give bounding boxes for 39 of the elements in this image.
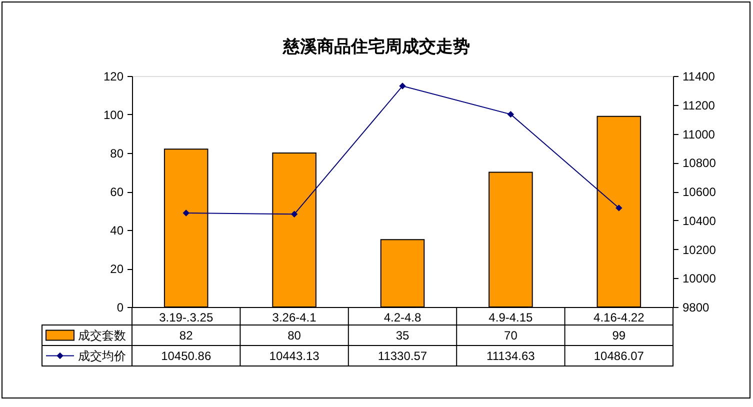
y2-tick-label: 10600 [682,185,716,199]
y-tick-label: 0 [116,300,124,314]
x-tick-label: 4.2-4.8 [384,310,422,324]
data-label: 35 [396,328,410,342]
data-label: 11330.57 [378,348,428,363]
data-label: 10443.13 [269,348,320,363]
data-label: 10486.07 [594,348,644,363]
chart-title: 慈溪商品住宅周成交走势 [282,37,470,56]
y2-tick-label: 10200 [682,242,716,257]
data-label: 82 [179,328,194,342]
point [507,110,514,118]
y2-tick-label: 11000 [682,127,716,142]
y2-tick-label: 10800 [682,156,716,170]
data-label: 99 [612,328,626,342]
data-label: 70 [504,328,518,342]
y-tick-label: 40 [110,224,124,238]
y-tick-label: 120 [103,70,124,84]
point [616,204,622,212]
x-tick-label: 3.19-.3.25 [159,310,214,324]
y2-tick-label: 10400 [682,214,716,228]
y-tick-label: 80 [110,146,124,160]
y2-tick-label: 11400 [682,70,716,84]
legend-label: 成交均价 [78,348,126,363]
data-label: 11134.63 [486,348,536,363]
point [290,210,298,218]
y-tick-label: 60 [110,185,124,199]
y-tick-label: 100 [103,108,124,122]
y-tick-label: 20 [110,262,124,276]
x-tick-label: 4.16-4.22 [594,310,645,324]
y2-tick-label: 10000 [682,272,716,286]
point [182,210,190,216]
point [399,82,406,90]
data-label: 10450.86 [161,348,212,363]
legend-label: 成交套数 [78,328,126,342]
x-tick-label: 4.9-4.15 [488,310,534,324]
data-label: 80 [288,328,302,342]
x-tick-label: 3.26-4.1 [272,310,317,324]
y2-tick-label: 9800 [682,300,710,314]
y2-tick-label: 11200 [682,98,716,112]
